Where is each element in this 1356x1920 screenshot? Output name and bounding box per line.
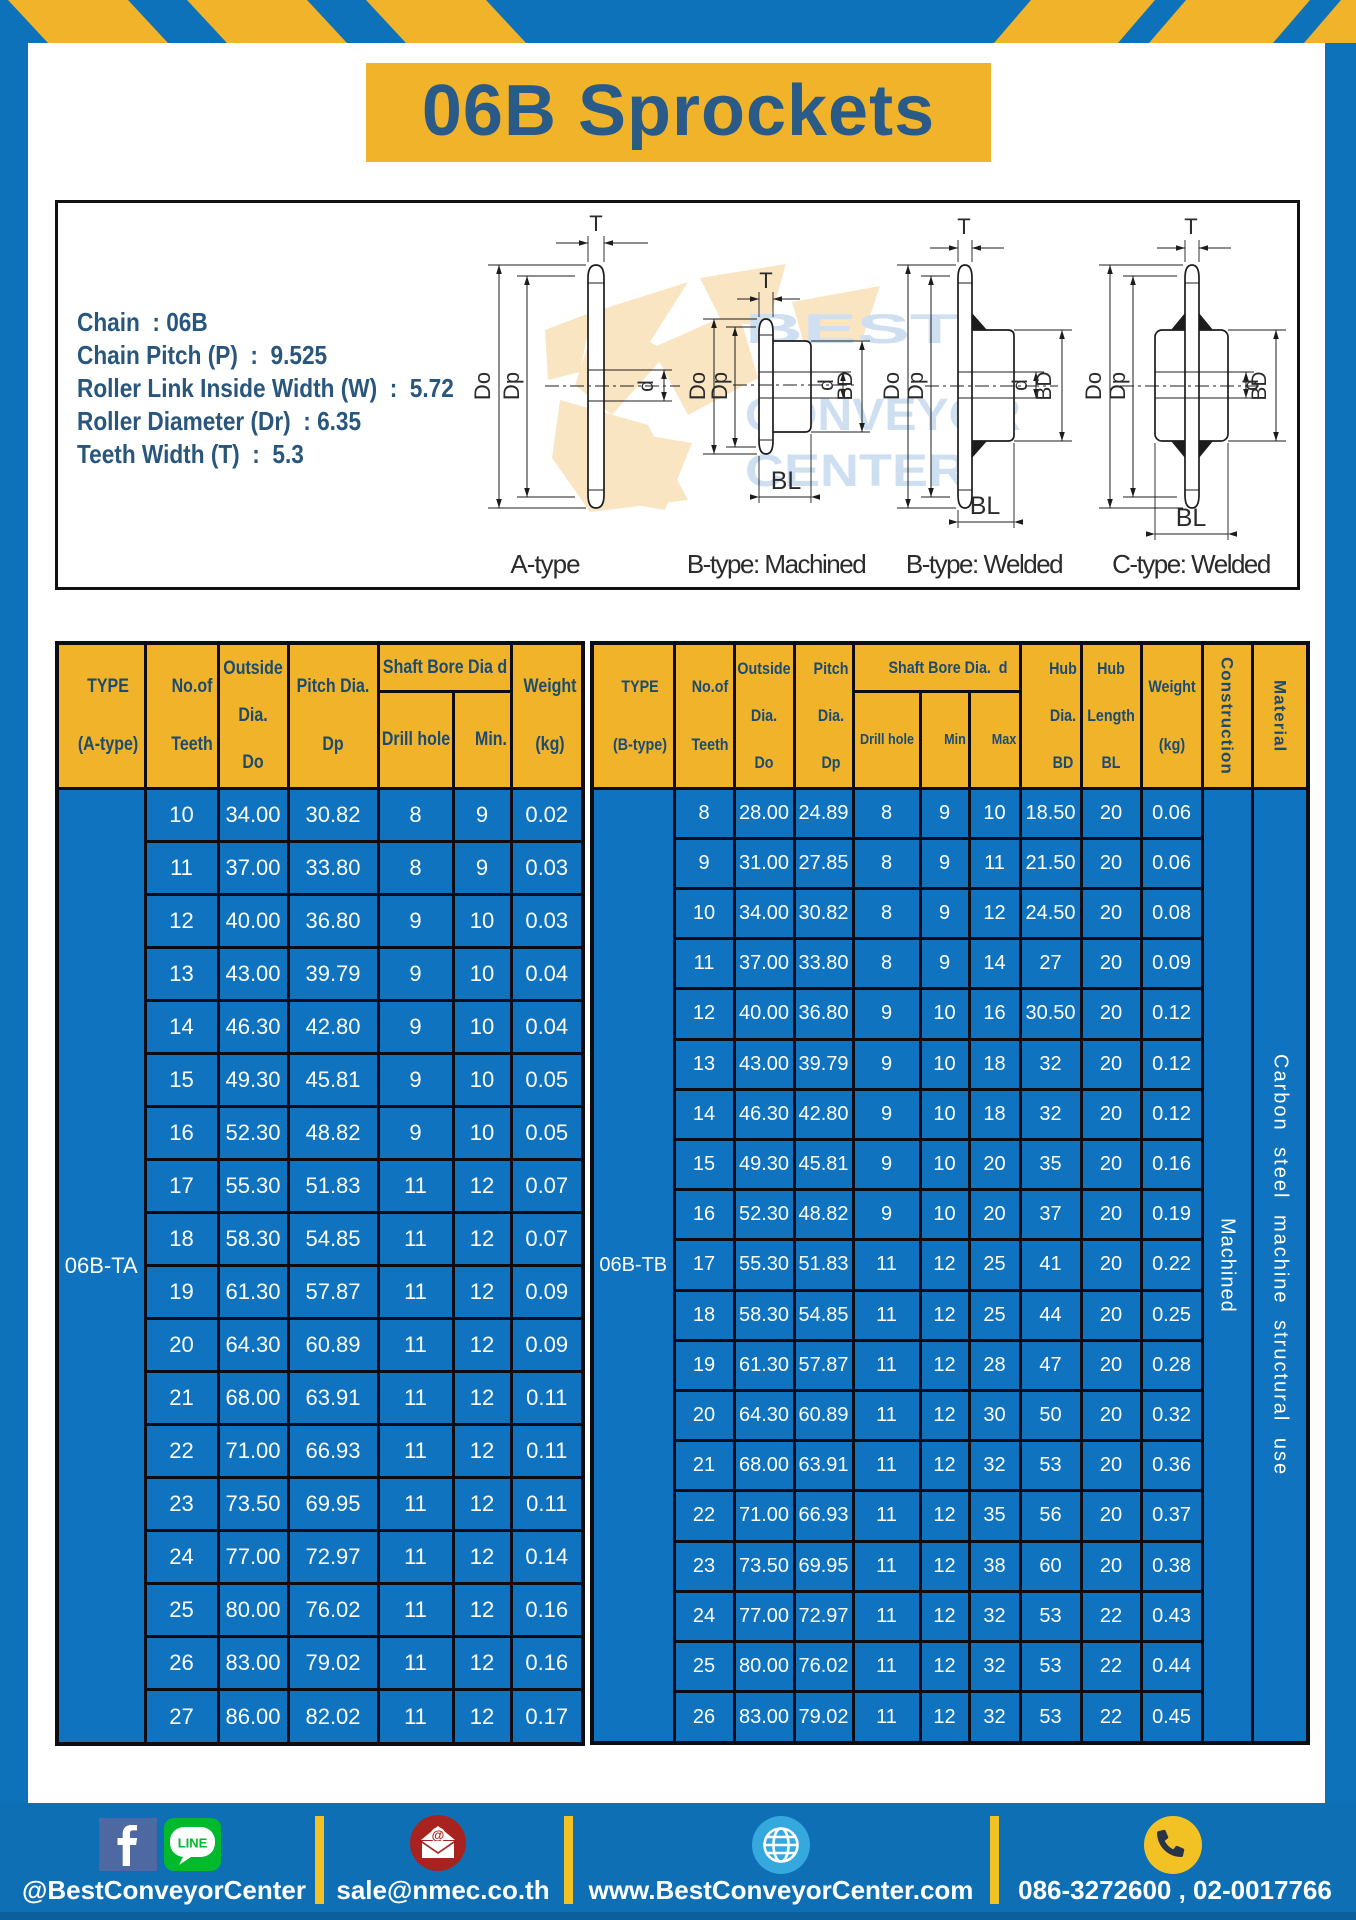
svg-text:Dp: Dp — [903, 372, 928, 400]
svg-text:Do: Do — [1081, 372, 1106, 400]
svg-text:Do: Do — [470, 372, 495, 400]
svg-text:A-type: A-type — [510, 549, 580, 579]
svg-text:LINE: LINE — [178, 1836, 208, 1851]
svg-text:C-type: Welded: C-type: Welded — [1112, 549, 1270, 579]
svg-text:d: d — [815, 379, 838, 391]
svg-text:T: T — [957, 214, 970, 239]
svg-text:BD: BD — [834, 371, 857, 400]
svg-text:B-type: Welded: B-type: Welded — [906, 549, 1062, 579]
svg-text:@: @ — [432, 1828, 445, 1843]
svg-text:T: T — [589, 211, 602, 236]
svg-text:BL: BL — [771, 467, 802, 495]
svg-text:B-type: Machined: B-type: Machined — [687, 549, 865, 579]
svg-text:T: T — [1184, 214, 1197, 239]
svg-text:Do: Do — [879, 372, 904, 400]
svg-text:Dp: Dp — [1105, 372, 1130, 400]
svg-text:Dp: Dp — [499, 372, 524, 400]
svg-text:BD: BD — [1033, 371, 1056, 400]
svg-text:d: d — [635, 380, 658, 392]
svg-text:d: d — [1240, 379, 1263, 391]
svg-text:BD: BD — [1248, 371, 1271, 400]
svg-text:CENTER: CENTER — [745, 445, 967, 496]
svg-text:BL: BL — [1176, 504, 1207, 532]
svg-text:BL: BL — [970, 492, 1001, 520]
svg-text:Do: Do — [685, 372, 710, 400]
svg-text:d: d — [1009, 379, 1032, 391]
svg-text:T: T — [759, 268, 772, 293]
svg-text:Dp: Dp — [707, 372, 732, 400]
